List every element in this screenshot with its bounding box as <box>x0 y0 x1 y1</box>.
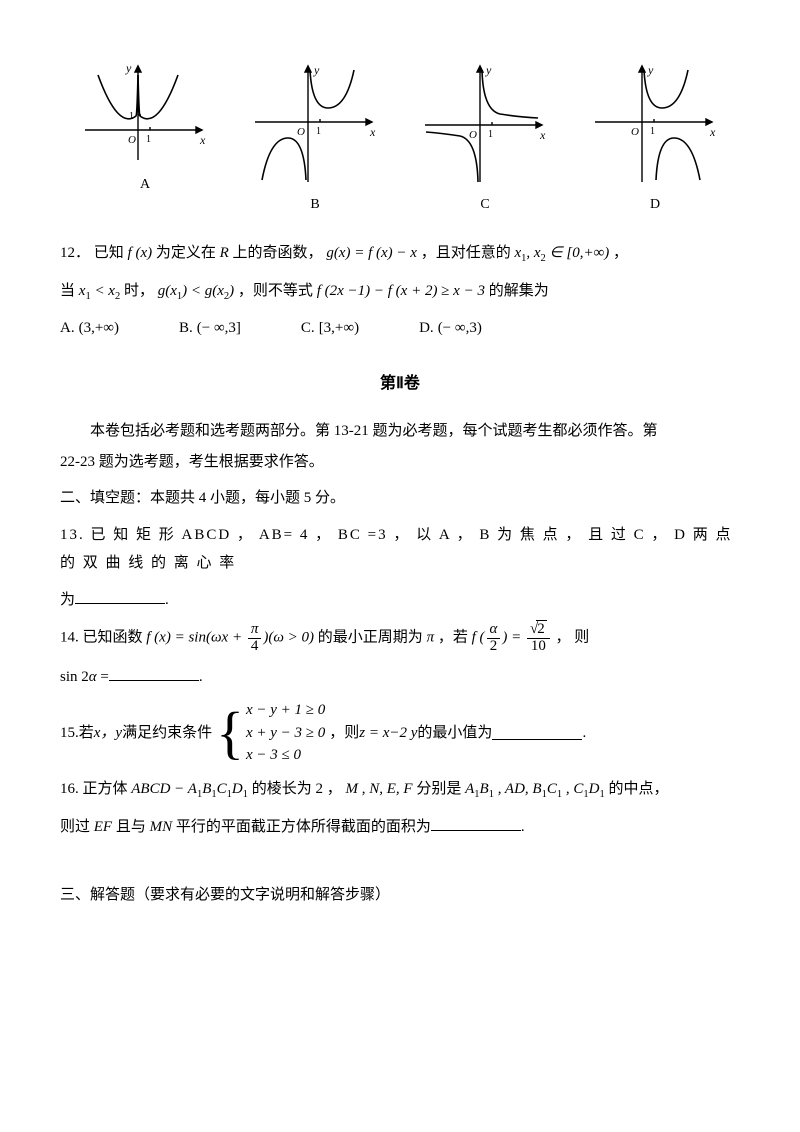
question-14: 14. 已知函数 f (x) = sin(ωx + π4)(ω > 0) 的最小… <box>60 622 740 655</box>
q12-opt-A: A.(3,+∞) <box>60 314 119 343</box>
question-13-line1: 13. 已 知 矩 形 ABCD ， AB= 4 ， BC =3 ， 以 A ，… <box>60 521 740 578</box>
q12-num: 12． <box>60 245 90 261</box>
section-2-header: 二、填空题：本题共 4 小题，每小题 5 分。 <box>60 484 740 513</box>
section-3-header: 三、解答题（要求有必要的文字说明和解答步骤） <box>60 881 740 910</box>
svg-text:O: O <box>631 126 639 138</box>
blank-16 <box>431 816 521 831</box>
figure-label-B: B <box>310 192 319 219</box>
svg-text:1: 1 <box>129 111 134 122</box>
figure-D: y x O 1 D <box>590 60 720 219</box>
q12-opt-D: D.(− ∞,3) <box>419 314 482 343</box>
question-12-line2: 当 x1 < x2 时， g(x1) < g(x2) ，则不等式 f (2x −… <box>60 277 740 307</box>
q12-opt-C: C.[3,+∞) <box>301 314 359 343</box>
part2-intro-2: 22-23 题为选考题，考生根据要求作答。 <box>60 448 740 477</box>
constraint-system: { x − y + 1 ≥ 0 x + y − 3 ≥ 0 x − 3 ≤ 0 <box>216 699 325 767</box>
question-12: 12． 已知 f (x) 为定义在 R 上的奇函数， g(x) = f (x) … <box>60 239 740 269</box>
svg-text:x: x <box>369 125 376 139</box>
svg-text:1: 1 <box>488 129 493 140</box>
blank-14 <box>109 666 199 681</box>
svg-text:O: O <box>297 126 305 138</box>
svg-text:O: O <box>128 134 136 146</box>
figure-label-C: C <box>480 192 489 219</box>
question-13-line2: 为. <box>60 586 740 615</box>
blank-13 <box>75 589 165 604</box>
question-16-line2: 则过 EF 且与 MN 平行的平面截正方体所得截面的面积为. <box>60 813 740 842</box>
blank-15 <box>492 726 582 741</box>
svg-text:1: 1 <box>316 126 321 137</box>
figure-C: y x O 1 C <box>420 60 550 219</box>
part2-intro-1: 本卷包括必考题和选考题两部分。第 13-21 题为必考题，每个试题考生都必须作答… <box>60 417 740 446</box>
svg-text:1: 1 <box>650 126 655 137</box>
svg-text:y: y <box>647 63 654 77</box>
q12-opt-B: B.(− ∞,3] <box>179 314 241 343</box>
question-16: 16. 正方体 ABCD − A1B1C1D1 的棱长为 2 ， M , N, … <box>60 775 740 805</box>
figure-row: y x O 1 1 A y x O 1 B <box>60 60 740 219</box>
svg-text:O: O <box>469 129 477 141</box>
svg-text:y: y <box>313 63 320 77</box>
svg-text:x: x <box>199 133 206 147</box>
q12-options: A.(3,+∞) B.(− ∞,3] C.[3,+∞) D.(− ∞,3) <box>60 314 740 343</box>
figure-A: y x O 1 1 A <box>80 60 210 219</box>
svg-text:y: y <box>125 61 132 75</box>
question-14-line2: sin 2α =. <box>60 663 740 692</box>
svg-text:x: x <box>709 125 716 139</box>
svg-text:y: y <box>485 63 492 77</box>
figure-label-D: D <box>650 192 660 219</box>
svg-text:x: x <box>539 128 546 142</box>
figure-B: y x O 1 B <box>250 60 380 219</box>
question-15: 15. 若 x，y 满足约束条件 { x − y + 1 ≥ 0 x + y −… <box>60 699 740 767</box>
part2-title: 第Ⅱ卷 <box>60 369 740 399</box>
figure-label-A: A <box>140 172 150 199</box>
svg-text:1: 1 <box>146 134 151 145</box>
